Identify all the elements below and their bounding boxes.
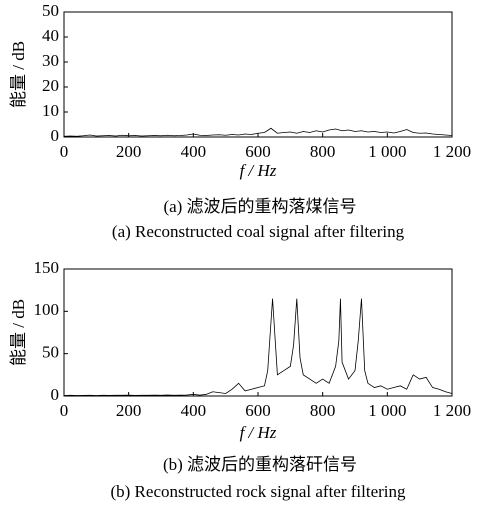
plot-frame [63,268,453,397]
caption-en: (b) Reconstructed rock signal after filt… [110,482,406,501]
y-axis-label: 能量 / dB [9,299,28,366]
y-tick-label: 0 [51,126,60,145]
y-tick-label: 0 [51,385,60,404]
y-tick-label: 150 [34,258,60,277]
x-tick-label: 1 200 [433,401,471,420]
y-tick-label: 50 [42,343,59,362]
y-tick-label: 100 [34,300,60,319]
x-tick-label: 200 [116,401,142,420]
x-tick-label: 200 [116,142,142,161]
y-tick-label: 40 [42,26,59,45]
caption-cn: (b) 滤波后的重构落矸信号 [163,455,357,474]
x-tick-label: 1 000 [368,142,406,161]
x-axis-label: f / Hz [240,161,277,180]
y-tick-label: 50 [42,1,59,20]
x-tick-label: 1 000 [368,401,406,420]
x-tick-label: 1 200 [433,142,471,161]
data-line [63,127,453,137]
data-line [63,298,453,396]
x-tick-label: 800 [310,401,336,420]
x-tick-label: 400 [181,401,207,420]
x-tick-label: 600 [245,142,271,161]
plot-frame [63,11,453,138]
y-tick-label: 10 [42,101,59,120]
y-axis-label: 能量 / dB [9,41,28,108]
y-tick-label: 20 [42,76,59,95]
y-tick-label: 30 [42,51,59,70]
x-tick-label: 400 [181,142,207,161]
x-tick-label: 800 [310,142,336,161]
caption-en: (a) Reconstructed coal signal after filt… [112,222,405,241]
x-axis-label: f / Hz [240,423,277,442]
x-tick-label: 600 [245,401,271,420]
x-tick-label: 0 [60,401,69,420]
x-tick-label: 0 [60,142,69,161]
caption-cn: (a) 滤波后的重构落煤信号 [163,197,356,216]
